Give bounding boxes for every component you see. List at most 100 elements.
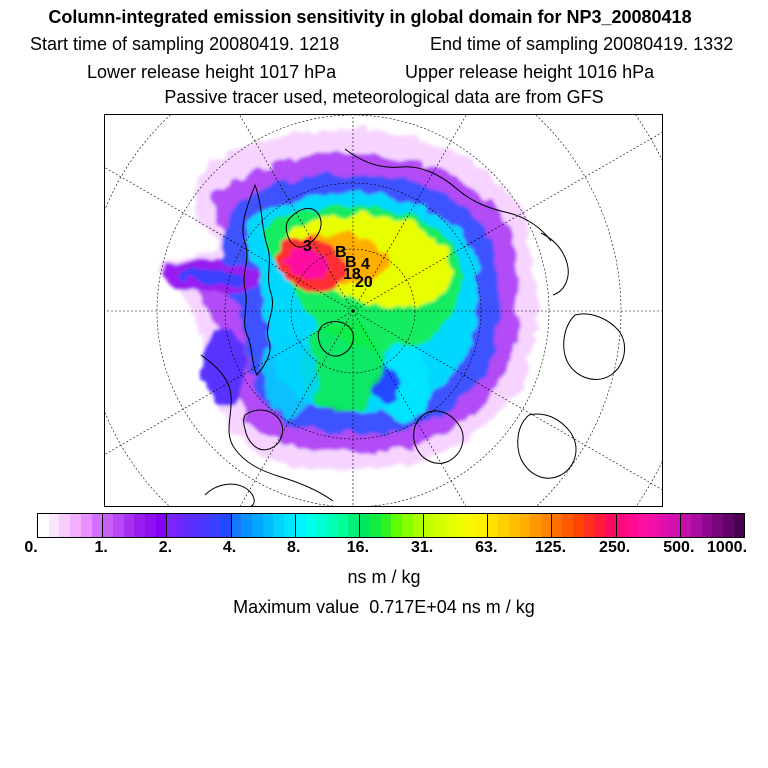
- color-scale-cell: [134, 514, 146, 537]
- release-marker-18: 18: [343, 266, 361, 283]
- color-scale-cell: [530, 514, 542, 537]
- coastline-islands-center: [317, 321, 354, 357]
- color-scale-cell: [326, 514, 338, 537]
- color-scale-cell: [733, 514, 745, 537]
- color-scale-cell: [423, 514, 435, 537]
- color-scale-bar: [37, 513, 745, 538]
- color-scale-cell: [573, 514, 584, 537]
- field-plume-west-inner: [179, 268, 246, 286]
- color-scale-cell: [70, 514, 81, 537]
- color-scale-tick-label: 2.: [158, 539, 173, 556]
- color-scale-tick-label: 16.: [346, 539, 370, 556]
- color-scale-cell: [455, 514, 467, 537]
- color-scale-cell: [626, 514, 638, 537]
- color-scale-cell: [273, 514, 285, 537]
- color-scale-major-tick: [487, 514, 489, 537]
- color-scale-cell: [112, 514, 124, 537]
- field-level-magenta: [286, 247, 328, 281]
- color-scale-cell: [91, 514, 103, 537]
- color-scale-cell: [412, 514, 424, 537]
- color-scale-cell: [316, 514, 327, 537]
- color-scale-cell: [348, 514, 360, 537]
- coastline-siberia: [344, 148, 552, 242]
- color-scale-major-tick: [358, 514, 360, 537]
- color-scale-cell: [476, 514, 488, 537]
- color-scale-cell: [541, 514, 552, 537]
- upper-release-label: Upper release height 1016 hPa: [405, 62, 655, 82]
- end-time-label: End time of sampling 20080419. 1332: [430, 34, 734, 54]
- color-scale-tick-label: 250.: [599, 539, 631, 556]
- color-scale-major-tick: [679, 514, 681, 537]
- coastline-north-europe: [204, 483, 255, 506]
- color-scale-cell: [562, 514, 574, 537]
- color-scale-cell: [583, 514, 595, 537]
- color-scale-cell: [123, 514, 135, 537]
- coastline-asia-east: [540, 232, 569, 296]
- graticule: [105, 115, 662, 506]
- field-green-south: [301, 321, 381, 413]
- color-scale-cell: [680, 514, 691, 537]
- color-scale-cell: [48, 514, 60, 537]
- color-scale-cell: [551, 514, 563, 537]
- coastline-north-america-east: [517, 413, 577, 479]
- color-scale-cell: [230, 514, 242, 537]
- color-scale-cell: [187, 514, 199, 537]
- color-scale-cell: [219, 514, 231, 537]
- color-scale-major-tick: [423, 514, 425, 537]
- color-scale-cell: [145, 514, 156, 537]
- release-marker-b-2: B: [345, 254, 357, 271]
- color-scale-cell: [615, 514, 627, 537]
- plot-title: Column-integrated emission sensitivity i…: [48, 7, 692, 27]
- coastlines: [200, 148, 626, 506]
- color-scale-cell: [605, 514, 616, 537]
- coastline-canadian-arctic: [200, 354, 334, 502]
- sensitivity-map: 3 B B 4 18 20: [104, 114, 663, 507]
- color-scale-cell: [59, 514, 71, 537]
- color-scale-cell: [434, 514, 445, 537]
- color-scale-cell: [209, 514, 220, 537]
- coastline-pacific-east: [563, 313, 626, 380]
- color-scale-cell: [712, 514, 723, 537]
- release-marker-b: B: [335, 244, 347, 261]
- color-scale-cell: [519, 514, 531, 537]
- color-scale-cell: [648, 514, 659, 537]
- start-time-label: Start time of sampling 20080419. 1218: [30, 34, 340, 54]
- color-scale-cell: [391, 514, 402, 537]
- color-scale-cell: [723, 514, 734, 537]
- color-scale-cell: [508, 514, 520, 537]
- color-scale-tick-label: 4.: [222, 539, 237, 556]
- color-scale-cell: [658, 514, 670, 537]
- color-scale-major-tick: [615, 514, 617, 537]
- color-scale-cell: [166, 514, 178, 537]
- coastline-scandinavia: [285, 208, 322, 248]
- color-scale-major-tick: [551, 514, 553, 537]
- field-cyan-south: [263, 337, 319, 417]
- color-scale-cell: [401, 514, 413, 537]
- meridian-120: [352, 310, 662, 490]
- maximum-value-label: Maximum value 0.717E+04 ns m / kg: [233, 597, 535, 617]
- meridian-60: [352, 132, 662, 312]
- color-scale-tick-label: 1.: [94, 539, 108, 556]
- release-marker-3: 3: [303, 238, 312, 255]
- sensitivity-field: [156, 129, 538, 470]
- color-scale-tick-label: 500.: [663, 539, 695, 556]
- color-scale-cell: [80, 514, 92, 537]
- color-scale-tick-label: 63.: [475, 539, 498, 556]
- color-scale-tick-label: 0.: [24, 539, 38, 556]
- color-scale-cell: [262, 514, 274, 537]
- color-scale-major-tick: [102, 514, 104, 537]
- color-scale-cell: [305, 514, 317, 537]
- color-scale-cell: [252, 514, 263, 537]
- color-scale-cell: [466, 514, 477, 537]
- color-scale-cell: [669, 514, 681, 537]
- color-scale-cell: [102, 514, 113, 537]
- color-scale-cell: [444, 514, 456, 537]
- color-scale-cell: [487, 514, 499, 537]
- color-scale-cell: [337, 514, 349, 537]
- lower-release-label: Lower release height 1017 hPa: [87, 62, 337, 82]
- color-scale-tick-label: 1000.: [706, 539, 748, 556]
- coastline-greenland: [242, 184, 273, 376]
- release-marker-20: 20: [355, 274, 373, 291]
- color-scale-major-tick: [230, 514, 232, 537]
- color-scale-cell: [594, 514, 606, 537]
